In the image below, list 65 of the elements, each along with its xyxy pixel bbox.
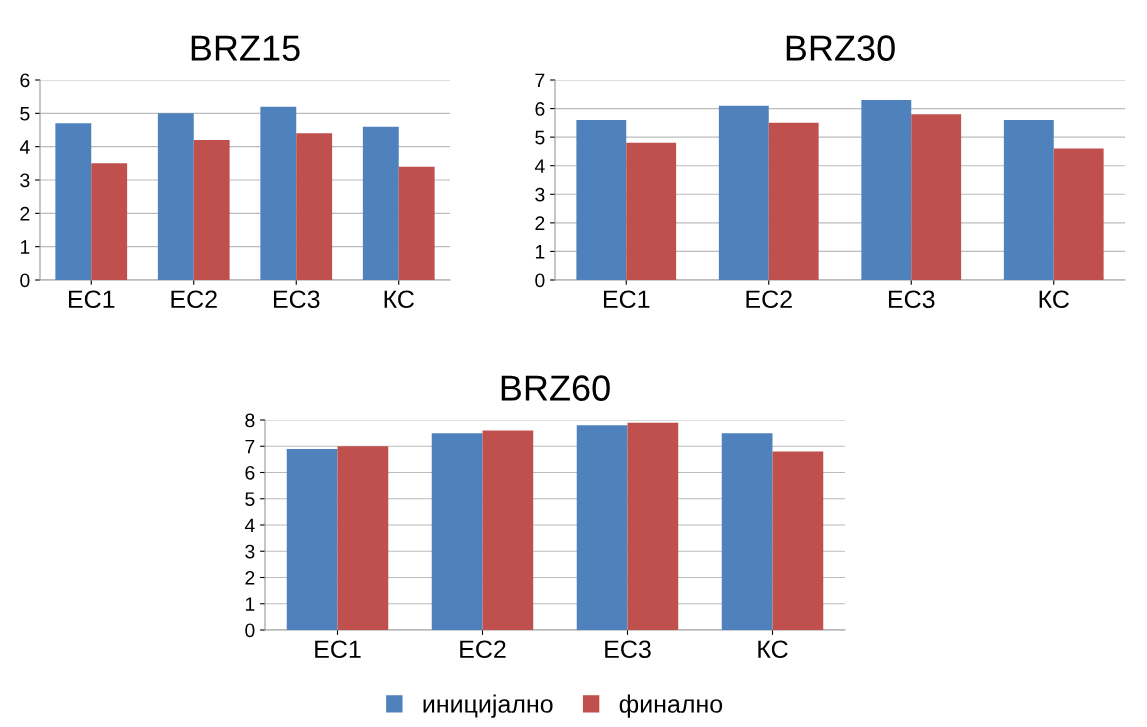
x-tick-label: ЕС1 — [603, 290, 650, 309]
bar — [861, 100, 912, 280]
y-tick-label: 4 — [244, 518, 255, 533]
bar — [1003, 120, 1054, 280]
y-tick-label: 2 — [535, 216, 545, 230]
bar — [721, 433, 773, 630]
bar — [362, 126, 399, 280]
y-tick-label: 2 — [20, 206, 30, 221]
y-tick-label: 6 — [20, 73, 30, 88]
x-tick-label: ЕС2 — [171, 290, 217, 309]
y-tick-label: 6 — [535, 102, 545, 116]
bar — [576, 425, 628, 630]
chart-title: BRZ30 — [786, 35, 895, 61]
x-tick-label: ЕС2 — [746, 290, 792, 309]
bar — [193, 140, 230, 280]
y-tick-label: 7 — [245, 439, 255, 454]
bar — [576, 120, 627, 280]
bar — [91, 163, 128, 280]
y-tick-label: 7 — [535, 73, 545, 88]
y-tick-label: 1 — [535, 245, 545, 259]
y-tick-label: 2 — [245, 570, 255, 585]
bar — [911, 114, 962, 280]
y-tick-label: 3 — [535, 187, 545, 202]
y-tick-label: 1 — [20, 240, 30, 254]
y-tick-label: 8 — [245, 413, 255, 428]
bar — [296, 133, 333, 280]
legend-label: финално — [619, 694, 723, 718]
bar — [398, 166, 435, 280]
bar — [718, 105, 769, 280]
chart-title: BRZ60 — [501, 375, 610, 401]
y-tick-label: 5 — [20, 107, 30, 121]
chart-title: BRZ15 — [191, 35, 300, 61]
x-tick-label: КС — [384, 290, 414, 309]
bar — [482, 430, 534, 630]
legend-label: иницијално — [423, 694, 553, 718]
bar — [768, 122, 819, 280]
bar — [772, 451, 824, 630]
y-tick-label: 5 — [245, 492, 255, 506]
x-tick-label: ЕС3 — [605, 640, 651, 659]
x-tick-label: ЕС1 — [315, 640, 361, 659]
bar — [286, 448, 338, 630]
y-tick-label: 3 — [245, 544, 255, 559]
bar — [1053, 148, 1104, 280]
bar — [260, 106, 297, 280]
x-tick-label: ЕС3 — [273, 290, 320, 309]
x-tick-label: ЕС3 — [888, 290, 935, 309]
x-tick-label: КС — [758, 640, 788, 659]
bar — [55, 123, 92, 280]
bar — [627, 422, 679, 630]
bar — [626, 142, 677, 280]
y-tick-label: 0 — [535, 273, 545, 288]
bar — [431, 433, 483, 630]
y-tick-label: 0 — [245, 623, 255, 638]
bar — [157, 113, 194, 280]
y-tick-label: 0 — [20, 273, 30, 288]
x-tick-label: ЕС1 — [68, 290, 115, 309]
y-tick-label: 1 — [245, 597, 255, 611]
x-tick-label: КС — [1039, 290, 1069, 309]
y-tick-label: 4 — [534, 159, 545, 173]
bar — [337, 446, 389, 630]
y-tick-label: 4 — [19, 140, 30, 154]
y-tick-label: 6 — [245, 465, 255, 480]
y-tick-label: 3 — [20, 173, 30, 188]
x-tick-label: ЕС2 — [460, 640, 506, 659]
y-tick-label: 5 — [535, 130, 545, 145]
